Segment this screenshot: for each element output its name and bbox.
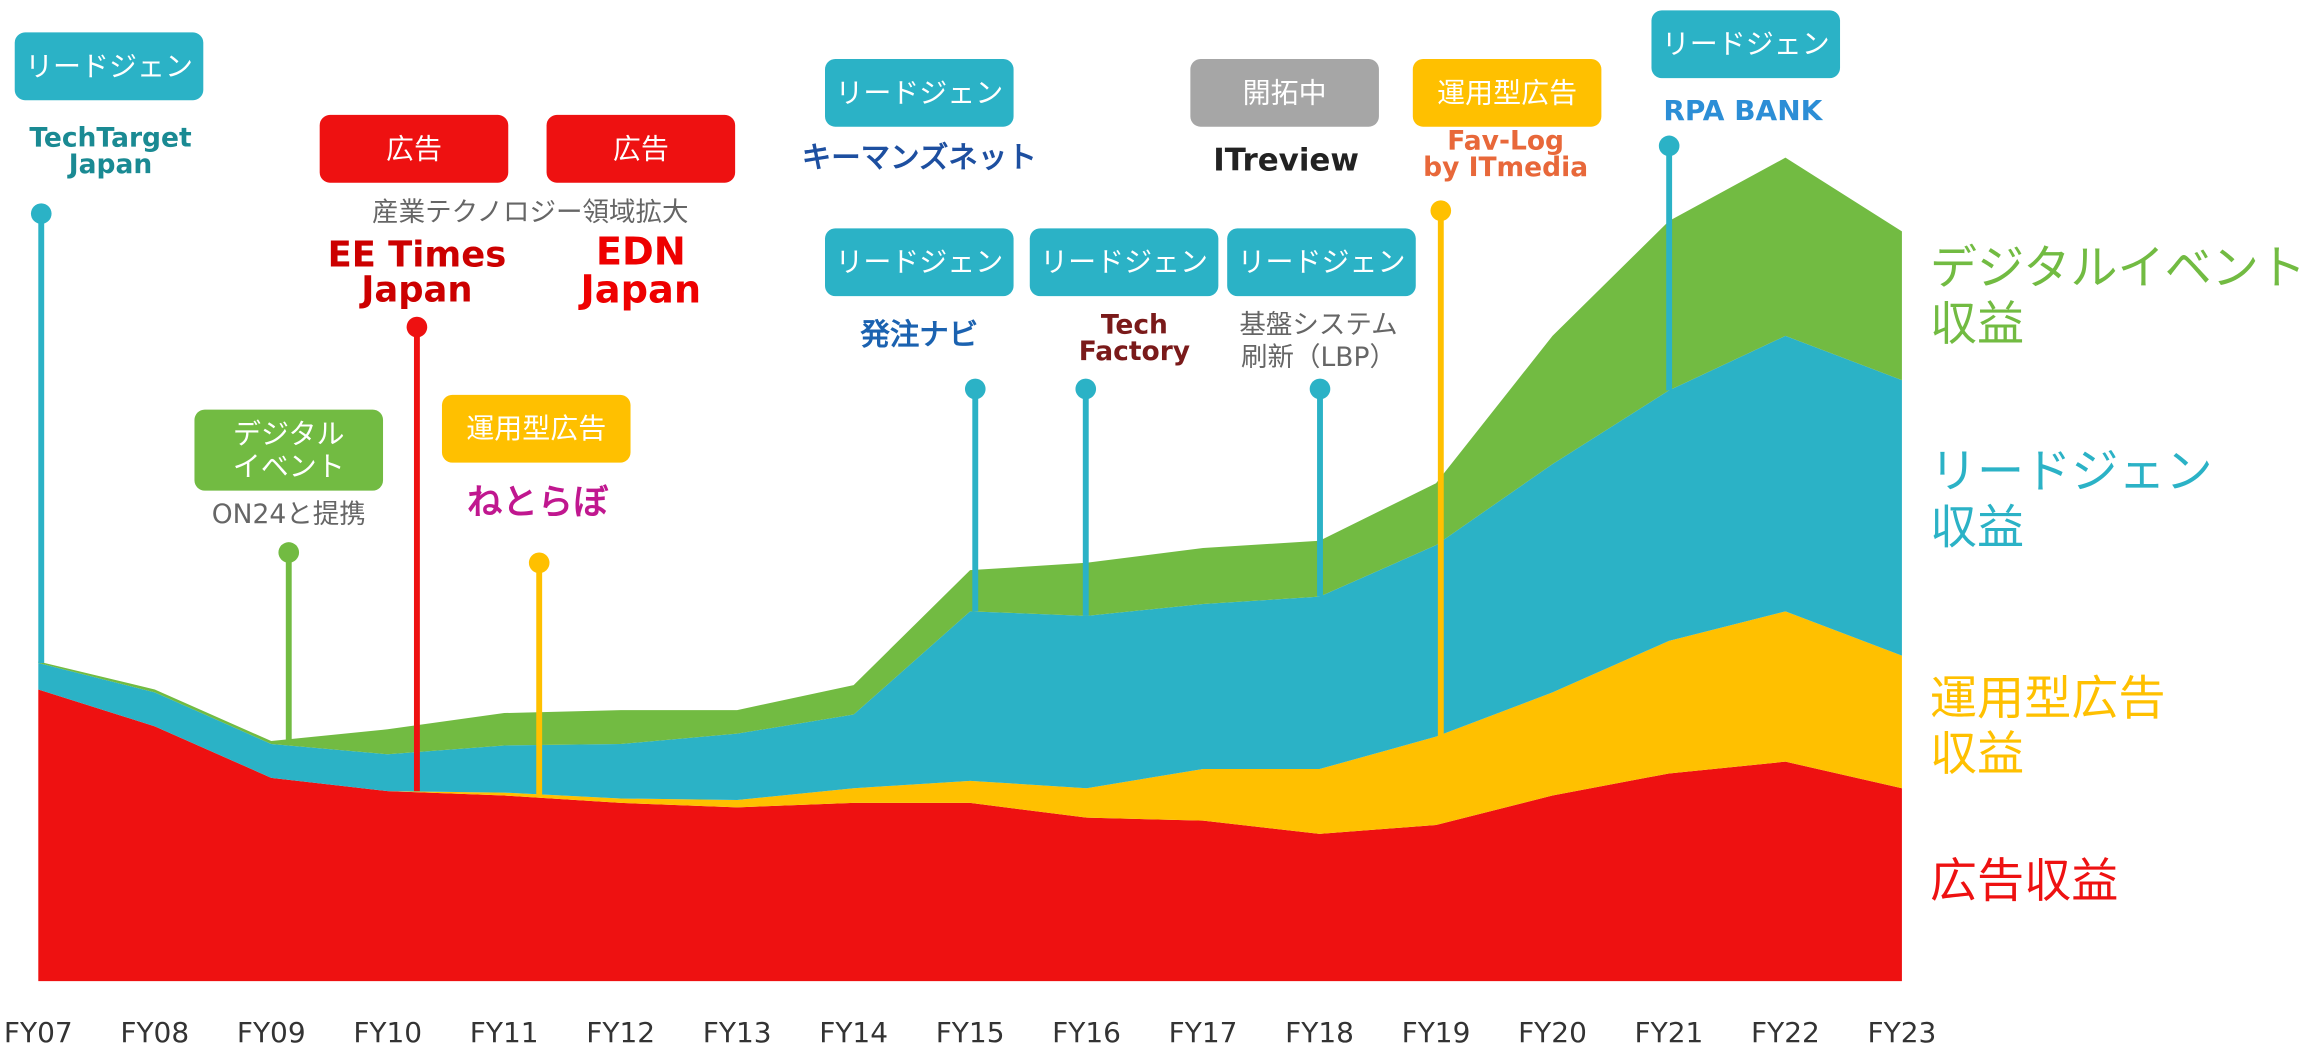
- x-tick-label: FY13: [703, 1016, 772, 1049]
- x-tick-label: FY09: [237, 1016, 306, 1049]
- tag-label: リードジェン: [1662, 28, 1830, 61]
- series-label: デジタルイベント収益: [1930, 241, 2306, 352]
- tag-box: [825, 58, 1014, 127]
- tag-box: [1412, 58, 1602, 127]
- x-tick-label: FY18: [1285, 1016, 1354, 1049]
- x-tick-label: FY12: [586, 1016, 655, 1049]
- pin-head: [964, 378, 986, 400]
- pin-head: [278, 542, 300, 563]
- logo: Tech Factory: [1079, 309, 1190, 367]
- tag-label: リードジェン: [835, 246, 1003, 279]
- area: [38, 335, 1902, 800]
- logo: ねとらぼ: [467, 482, 609, 523]
- series-label: リードジェン収益: [1930, 444, 2213, 555]
- description: ON24と提携: [212, 499, 366, 530]
- tag-box: [194, 409, 384, 491]
- tag-box: [14, 32, 204, 101]
- tag-label: リードジェン: [1238, 246, 1406, 279]
- area: [38, 157, 1902, 755]
- logo: ITreview: [1213, 143, 1359, 179]
- pin-head: [1430, 200, 1452, 222]
- logo: EDN Japan: [578, 229, 702, 312]
- description: 基盤システム刷新（LBP）: [1239, 309, 1397, 372]
- x-tick-label: FY16: [1052, 1016, 1121, 1049]
- x-tick-label: FY07: [4, 1016, 73, 1049]
- pin-head: [1075, 378, 1097, 400]
- tag-box: [825, 228, 1014, 297]
- series-label: 広告収益: [1930, 854, 2119, 909]
- logo: 発注ナビ: [859, 317, 978, 351]
- logo: キーマンズネット: [802, 141, 1037, 175]
- area: [38, 689, 1902, 982]
- x-tick-label: FY10: [353, 1016, 422, 1049]
- tag-box: [1651, 10, 1841, 79]
- tag-label: 開拓中: [1243, 76, 1327, 109]
- tag-box: [1227, 228, 1416, 297]
- x-tick-label: FY19: [1402, 1016, 1471, 1049]
- tag-label: リードジェン: [835, 76, 1003, 109]
- tag-label: 運用型広告: [466, 412, 606, 445]
- x-tick-label: FY21: [1635, 1016, 1704, 1049]
- tag-label: 広告: [386, 132, 442, 165]
- x-tick-label: FY15: [936, 1016, 1005, 1049]
- tag-label: リードジェン: [1040, 246, 1208, 279]
- logo: RPA BANK: [1663, 94, 1823, 127]
- pin-head: [1658, 135, 1680, 157]
- logo: EE Times Japan: [328, 234, 507, 310]
- x-tick-label: FY11: [470, 1016, 539, 1049]
- tag-box: [319, 114, 509, 183]
- tag-box: [441, 394, 631, 463]
- tag-label: リードジェン: [25, 50, 193, 83]
- tag-box: [1029, 228, 1219, 297]
- x-tick-label: FY22: [1751, 1016, 1820, 1049]
- pin-head: [406, 316, 428, 338]
- tag-box: [1190, 58, 1379, 127]
- tag-box: [546, 114, 736, 183]
- x-tick-label: FY14: [819, 1016, 888, 1049]
- logo: TechTarget Japan: [29, 122, 192, 180]
- pin-head: [30, 203, 52, 224]
- description: 産業テクノロジー領域拡大: [372, 197, 688, 228]
- x-tick-label: FY20: [1518, 1016, 1587, 1049]
- tag-label: 運用型広告: [1437, 76, 1577, 109]
- series-label: 運用型広告収益: [1930, 671, 2166, 782]
- tag-label: デジタルイベント: [233, 417, 345, 482]
- area: [38, 611, 1902, 834]
- pin-head: [1309, 378, 1331, 400]
- x-tick-label: FY17: [1169, 1016, 1238, 1049]
- x-tick-label: FY23: [1868, 1016, 1937, 1049]
- pin-head: [528, 552, 550, 574]
- x-tick-label: FY08: [120, 1016, 189, 1049]
- logo: Fav-Log by ITmedia: [1423, 125, 1588, 183]
- tag-label: 広告: [613, 132, 669, 165]
